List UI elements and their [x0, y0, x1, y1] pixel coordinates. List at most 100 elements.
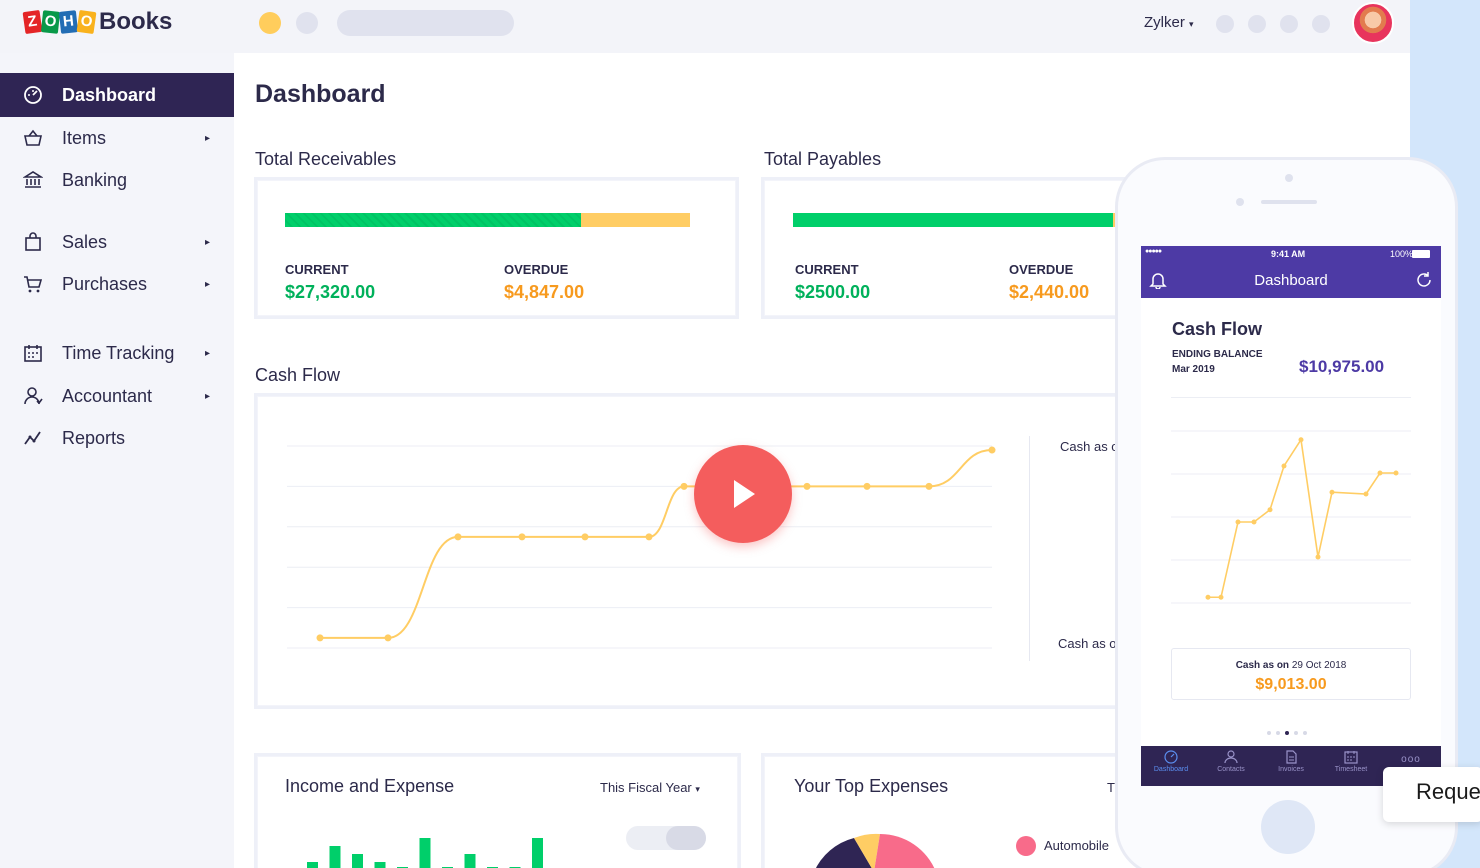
cashflow-point[interactable]	[988, 446, 996, 454]
chart-line-icon	[22, 427, 44, 449]
chevron-right-icon: ▸	[205, 132, 211, 144]
carousel-dot-active[interactable]	[1285, 731, 1289, 735]
cashflow-chart[interactable]	[257, 396, 1141, 706]
carousel-dot[interactable]	[1276, 731, 1280, 735]
carousel-dot[interactable]	[1267, 731, 1271, 735]
phone-cashflow-point	[1267, 507, 1273, 513]
user-icon	[22, 385, 44, 407]
main-content: Dashboard Total Receivables CURRENT $27,…	[234, 53, 1410, 868]
cashflow-point[interactable]	[645, 533, 653, 541]
cash-as-on-label: Cash as on	[1235, 660, 1290, 671]
header-icon-4[interactable]	[1312, 15, 1330, 33]
shopping-bag-icon	[22, 231, 44, 253]
phone-cashflow-point	[1281, 463, 1287, 469]
request-demo-button[interactable]: Reque	[1383, 767, 1480, 822]
income-bar[interactable]	[374, 862, 386, 868]
payables-current-label: CURRENT	[795, 262, 859, 277]
carousel-dots[interactable]	[1267, 731, 1307, 735]
play-button[interactable]	[694, 445, 792, 543]
sidebar-item-time-tracking[interactable]: Time Tracking ▸	[0, 331, 234, 375]
sidebar-item-label: Banking	[62, 169, 128, 190]
play-icon	[734, 480, 755, 508]
income-bar[interactable]	[329, 846, 341, 868]
income-expense-title: Income and Expense	[285, 776, 455, 796]
income-bar[interactable]	[307, 862, 318, 868]
basket-icon	[22, 127, 44, 149]
cashflow-point[interactable]	[863, 482, 871, 490]
phone-tab-dashboard[interactable]: Dashboard	[1141, 750, 1201, 773]
receivables-card[interactable]: CURRENT $27,320.00 OVERDUE $4,847.00	[254, 177, 739, 319]
bell-icon[interactable]	[1149, 271, 1167, 289]
cashflow-point[interactable]	[581, 533, 589, 541]
phone-title: Dashboard	[1254, 272, 1328, 289]
header-icon-1[interactable]	[1216, 15, 1234, 33]
sidebar-item-label: Reports	[62, 427, 126, 448]
income-bar[interactable]	[352, 854, 363, 868]
sidebar-item-label: Purchases	[62, 273, 148, 294]
income-expense-card: Income and Expense This Fiscal Year ▾	[254, 753, 741, 868]
sidebar-item-sales[interactable]: Sales ▸	[0, 220, 234, 264]
phone-tab-timesheet[interactable]: Timesheet	[1321, 750, 1381, 773]
income-bar[interactable]	[464, 854, 476, 868]
chevron-right-icon: ▸	[205, 236, 211, 248]
cashflow-point[interactable]	[518, 533, 526, 541]
carousel-dot[interactable]	[1303, 731, 1307, 735]
header-icon-2[interactable]	[1248, 15, 1266, 33]
top-expenses-period[interactable]: T	[1107, 780, 1115, 795]
sidebar-item-banking[interactable]: Banking	[0, 158, 234, 202]
cashflow-point[interactable]	[316, 634, 324, 642]
header-icon-3[interactable]	[1280, 15, 1298, 33]
legend-divider	[1029, 436, 1030, 661]
sidebar-item-purchases[interactable]: Purchases ▸	[0, 262, 234, 306]
income-bar[interactable]	[532, 838, 543, 868]
receivables-current-value: $27,320.00	[285, 282, 376, 302]
phone-cashflow-line	[1208, 437, 1396, 599]
phone-divider	[1171, 397, 1411, 398]
chevron-down-icon: ▾	[695, 784, 700, 794]
phone-cashflow-point	[1218, 594, 1224, 600]
phone-tab-label: Timesheet	[1334, 766, 1368, 773]
phone-tab-invoices[interactable]: Invoices	[1261, 750, 1321, 773]
chevron-right-icon: ▸	[205, 347, 211, 359]
payables-current-value: $2500.00	[795, 282, 871, 302]
cashflow-point[interactable]	[680, 482, 688, 490]
org-switcher[interactable]: Zylker ▾	[1144, 14, 1194, 31]
phone-status-bar: ●●●●● 9:41 AM 100%	[1141, 246, 1441, 262]
cashflow-legend-bottom: Cash as o	[1058, 636, 1117, 651]
phone-cashflow-point	[1377, 470, 1383, 476]
income-bar[interactable]	[419, 838, 431, 868]
header-dot[interactable]	[296, 12, 318, 34]
cashflow-point[interactable]	[925, 482, 933, 490]
calendar-icon	[22, 342, 44, 364]
cashflow-point[interactable]	[454, 533, 462, 541]
carousel-dot[interactable]	[1294, 731, 1298, 735]
sidebar-item-dashboard[interactable]: Dashboard	[0, 73, 234, 117]
phone-tab-contacts[interactable]: Contacts	[1201, 750, 1261, 773]
phone-speaker	[1261, 200, 1317, 204]
cashflow-point[interactable]	[384, 634, 392, 642]
notification-dot[interactable]	[259, 12, 281, 34]
battery-icon	[1412, 250, 1430, 258]
cashflow-point[interactable]	[803, 482, 811, 490]
top-expenses-title: Your Top Expenses	[794, 776, 949, 796]
sidebar-item-reports[interactable]: Reports	[0, 416, 234, 460]
page-title: Dashboard	[255, 80, 386, 108]
payables-card[interactable]: CURRENT $2500.00 OVERDUE $2,440.00	[761, 177, 1198, 319]
sidebar-item-items[interactable]: Items ▸	[0, 116, 234, 160]
phone-cashflow-point	[1363, 491, 1369, 497]
receivables-overdue-bar	[581, 213, 690, 227]
sidebar-item-accountant[interactable]: Accountant ▸	[0, 374, 234, 418]
more-icon[interactable]: ooo	[1401, 754, 1421, 765]
period-dropdown[interactable]: This Fiscal Year ▾	[600, 780, 700, 795]
cashflow-card: Cash as o Cash as o	[254, 393, 1144, 709]
phone-tab-label: Dashboard	[1153, 766, 1189, 773]
search-input[interactable]	[337, 10, 514, 36]
refresh-icon[interactable]	[1415, 271, 1433, 289]
cashflow-legend-top: Cash as o	[1060, 439, 1119, 454]
receivables-bar	[285, 213, 690, 227]
toggle-switch[interactable]	[626, 826, 706, 850]
phone-cashflow-chart	[1171, 430, 1411, 604]
avatar[interactable]	[1352, 2, 1394, 44]
